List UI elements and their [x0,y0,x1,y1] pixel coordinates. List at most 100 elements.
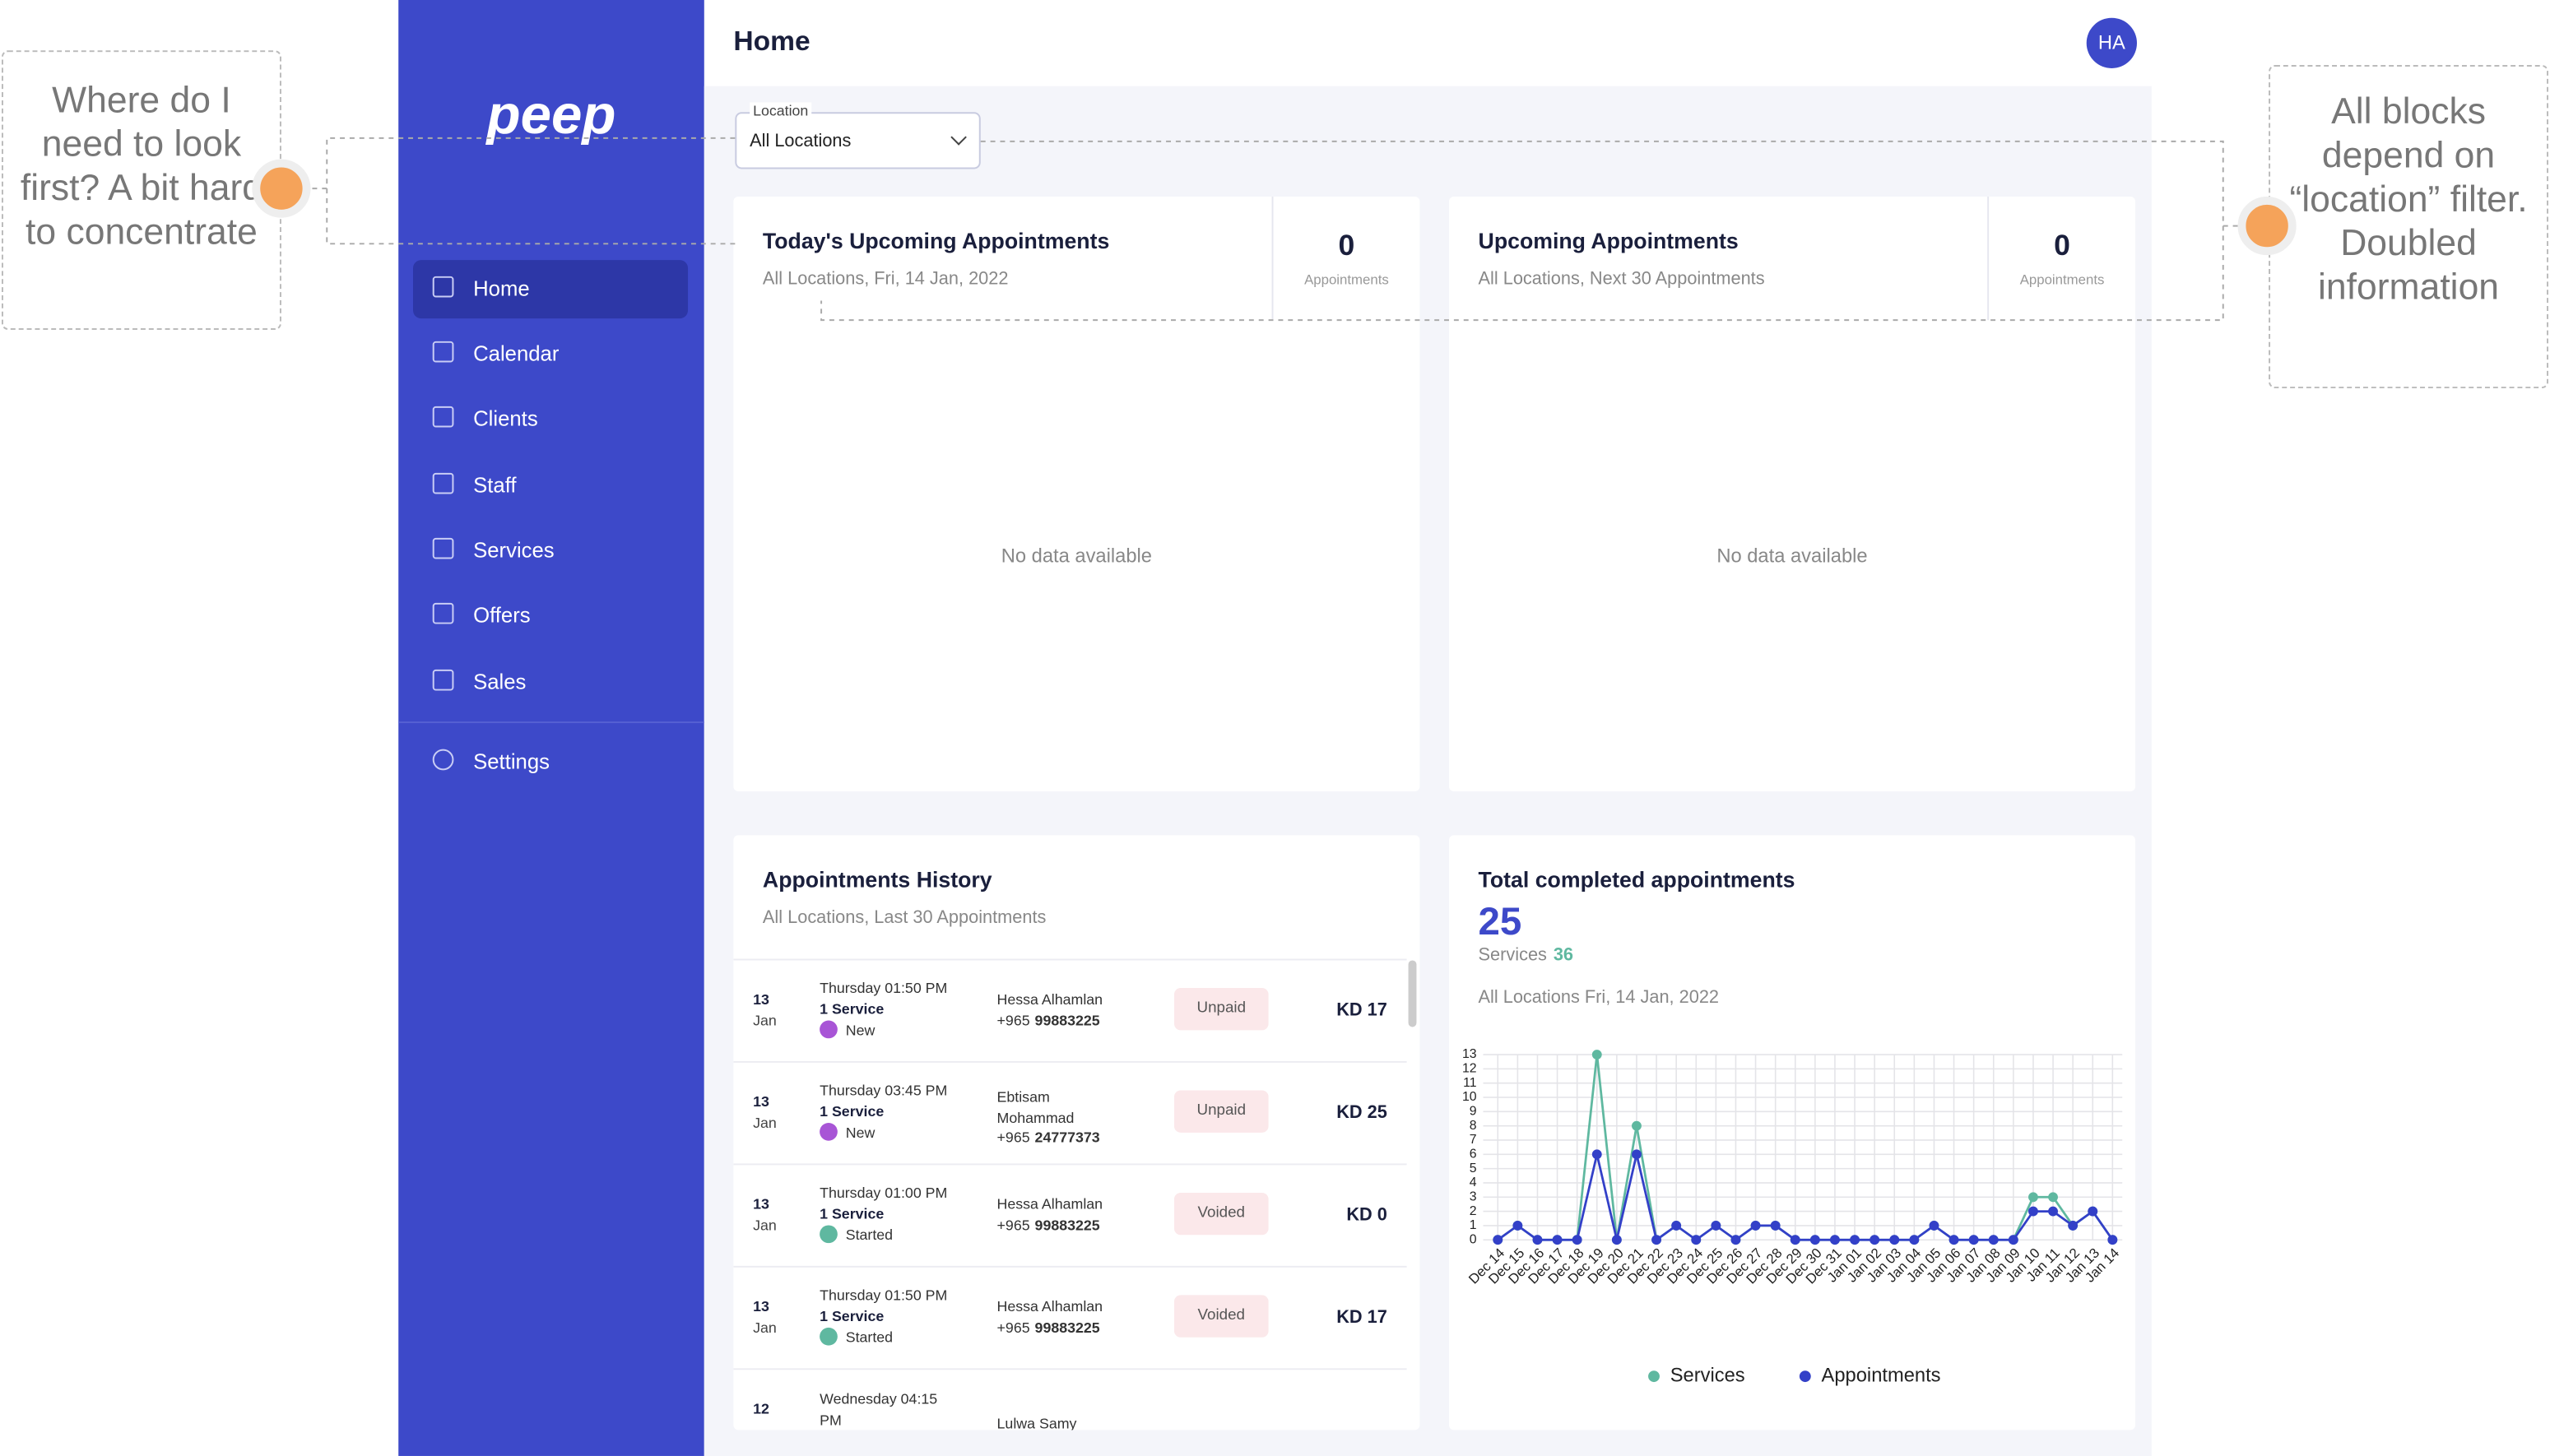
service: 1 Service [820,1205,885,1222]
nav-item[interactable]: Calendar [473,341,560,366]
nav-item[interactable]: Settings [473,749,550,774]
time: Thursday 01:00 PM [820,1185,948,1201]
card: Appointments History All Locations, Last … [733,835,1420,1430]
client: Ebtisam Mohammad [996,1088,1075,1126]
history-row[interactable]: 13 Jan Thursday 01:00 PM 1 Service Started He… [733,1163,1406,1265]
history-row[interactable]: 12 Wednesday 04:15 PM Lulwa Samy [733,1368,1406,1430]
phone-line: +965 99883225 [997,1013,1100,1029]
history-row[interactable]: 13 Jan Thursday 01:50 PM 1 Service Started He… [733,1266,1406,1368]
data-point [1968,1235,1979,1245]
y-tick-label: 11 [1463,1076,1477,1090]
amount: KD 17 [1336,1308,1387,1328]
data-point [2068,1220,2079,1231]
data-point [2107,1235,2118,1245]
y-tick-label: 10 [1462,1090,1477,1104]
month: Jan [753,1012,777,1029]
day: 13 [753,1093,769,1111]
day: 13 [753,990,769,1008]
data-point [1870,1235,1880,1245]
service: 1 Service [820,1103,885,1120]
select-label: Location [750,102,812,119]
service: 1 Service [820,1308,885,1324]
history-row[interactable]: 13 Jan Thursday 01:50 PM 1 Service New Hessa … [733,958,1406,1060]
data-point [1572,1235,1582,1245]
y-tick-label: 0 [1470,1232,1477,1246]
divider [398,721,704,724]
state-icon [820,1327,838,1346]
client: Lulwa Samy [996,1415,1077,1430]
nav-icon [432,602,454,624]
legend-swatch [1648,1370,1660,1383]
data-point [2028,1192,2038,1203]
data-point [1770,1220,1781,1231]
y-tick-label: 12 [1462,1062,1477,1076]
data-point [1809,1235,1820,1245]
annotation-marker [2237,197,2297,256]
nav-icon [432,749,454,771]
day: 13 [753,1195,769,1213]
time: Thursday 03:45 PM [820,1082,948,1099]
y-tick-label: 1 [1470,1218,1477,1232]
services-line: Services 36 [1479,946,1573,966]
time: Thursday 01:50 PM [820,980,948,996]
amount: KD 0 [1346,1205,1387,1226]
y-tick-label: 9 [1470,1104,1477,1118]
nav-item[interactable]: Staff [473,472,517,498]
services-total: 36 [1553,945,1574,966]
nav-icon [432,276,454,298]
y-tick-label: 13 [1462,1047,1477,1061]
data-point [1790,1235,1800,1245]
total: 25 [1478,900,1522,944]
card-title: Appointments History [762,867,992,893]
logo: peep [486,84,616,146]
y-tick-label: 6 [1470,1147,1477,1161]
row-divider [733,1163,1407,1166]
series-line [1497,1054,2114,1242]
month: Jan [753,1319,777,1336]
nav-icon [432,406,454,428]
nav-item[interactable]: Sales [473,669,527,694]
client: Hessa Alhamlan [996,990,1103,1008]
day: 12 [753,1400,769,1417]
service: 1 Service [820,1000,885,1018]
phone: 99883225 [1034,1319,1100,1336]
data-point [1512,1220,1523,1231]
nav-icon [432,669,454,691]
data-point [1671,1220,1682,1231]
services-label: Services [1478,945,1547,966]
card-subtitle: All Locations, Last 30 Appointments [762,908,1047,928]
client: Hessa Alhamlan [996,1298,1103,1315]
data-point [1988,1235,1999,1245]
nav-active [413,260,689,319]
nav-item[interactable]: Offers [473,602,531,628]
nav-item[interactable]: Clients [473,406,538,431]
nav-item[interactable]: Services [473,537,555,563]
card: Total completed appointments 25 Services 36… [1448,835,2136,1430]
amount: KD 17 [1336,1000,1387,1021]
data-point [1591,1149,1602,1160]
y-tick-label: 4 [1470,1175,1477,1189]
data-point [1711,1220,1721,1231]
y-tick-label: 5 [1470,1162,1477,1175]
history-row[interactable]: 13 Jan Thursday 03:45 PM 1 Service New Ebtisa… [733,1061,1406,1163]
y-tick-label: 2 [1470,1204,1477,1218]
card-title: Total completed appointments [1478,867,1795,893]
data-point [1632,1149,1642,1160]
data-point [2028,1206,2038,1217]
annotation-marker [252,159,311,218]
data-point [1929,1220,1939,1231]
empty-state: No data available [1001,544,1153,568]
empty-state: No data available [1716,544,1868,568]
avatar[interactable]: HA [2086,17,2137,68]
phone-line: +965 99883225 [997,1217,1100,1234]
row-divider [733,958,1407,961]
y-tick-label: 7 [1470,1133,1477,1147]
legend-label: Services [1670,1365,1745,1386]
time: Wednesday 04:15 PM [820,1390,938,1429]
day: 13 [753,1298,769,1315]
nav-item[interactable]: Home [473,276,530,301]
status-badge: Unpaid [1173,1090,1269,1133]
country-code: +965 [996,1217,1030,1234]
